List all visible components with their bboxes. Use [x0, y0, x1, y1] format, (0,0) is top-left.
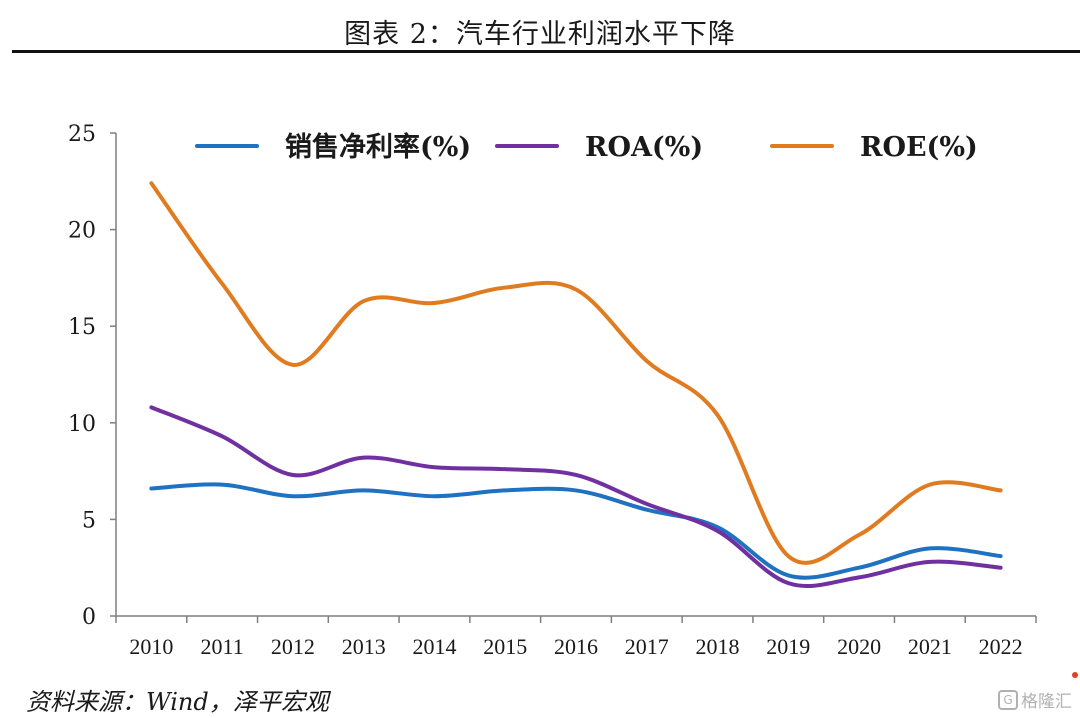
data-point-roe	[857, 533, 861, 537]
x-tick-label: 2015	[483, 634, 527, 659]
data-point-net-margin	[999, 554, 1003, 558]
data-point-roa	[928, 560, 932, 564]
x-tick-label: 2018	[696, 634, 740, 659]
x-tick-label: 2010	[129, 634, 173, 659]
data-point-net-margin	[928, 546, 932, 550]
data-point-roe	[291, 363, 295, 367]
data-point-net-margin	[645, 508, 649, 512]
y-tick-label: 10	[68, 412, 96, 437]
watermark-label: 格隆汇	[1021, 692, 1072, 712]
x-tick-label: 2020	[837, 634, 881, 659]
data-point-roa	[220, 434, 224, 438]
data-point-net-margin	[786, 573, 790, 577]
data-point-net-margin	[574, 488, 578, 492]
data-point-roa	[574, 473, 578, 477]
data-point-net-margin	[149, 486, 153, 490]
legend-label-roe: ROE(%)	[860, 132, 978, 163]
data-point-roa	[999, 566, 1003, 570]
x-tick-label: 2016	[554, 634, 598, 659]
legend-label-net-margin: 销售净利率(%)	[285, 131, 471, 163]
series-line-roa	[149, 405, 1003, 588]
data-point-roa	[432, 465, 436, 469]
data-point-roa	[716, 529, 720, 533]
data-point-net-margin	[503, 488, 507, 492]
x-tick-label: 2013	[342, 634, 386, 659]
data-point-roe	[220, 282, 224, 286]
x-tick-label: 2022	[979, 634, 1023, 659]
data-point-roa	[645, 502, 649, 506]
legend-label-roa: ROA(%)	[585, 132, 703, 163]
x-tick-label: 2011	[201, 634, 244, 659]
data-point-net-margin	[432, 494, 436, 498]
series-line-roe	[149, 181, 1003, 565]
data-point-roe	[149, 181, 153, 185]
data-point-roe	[716, 413, 720, 417]
title-divider	[12, 50, 1080, 53]
y-tick-label: 5	[82, 508, 96, 533]
data-point-roa	[149, 405, 153, 409]
x-tick-label: 2017	[625, 634, 669, 659]
data-point-roe	[432, 301, 436, 305]
data-point-net-margin	[857, 566, 861, 570]
x-tick-label: 2014	[412, 634, 456, 659]
y-tick-label: 15	[68, 315, 96, 340]
data-point-roe	[999, 488, 1003, 492]
data-point-roa	[362, 456, 366, 460]
data-point-roe	[928, 483, 932, 487]
corner-dot	[1072, 672, 1078, 678]
source-note: 资料来源：Wind，泽平宏观	[26, 688, 329, 716]
data-point-roe	[574, 287, 578, 291]
data-point-net-margin	[291, 494, 295, 498]
x-tick-label: 2012	[271, 634, 315, 659]
y-tick-label: 25	[68, 122, 96, 147]
data-point-net-margin	[220, 483, 224, 487]
y-tick-label: 20	[68, 219, 96, 244]
data-point-roe	[503, 286, 507, 290]
data-point-roa	[786, 581, 790, 585]
data-point-roa	[291, 473, 295, 477]
data-point-roe	[362, 299, 366, 303]
page-title: 图表 2：汽车行业利润水平下降	[344, 19, 736, 50]
data-point-roa	[857, 575, 861, 579]
x-tick-label: 2019	[766, 634, 810, 659]
data-point-roe	[786, 554, 790, 558]
y-tick-label: 0	[82, 605, 96, 630]
data-point-roa	[503, 467, 507, 471]
watermark: G 格隆汇	[998, 687, 1072, 712]
data-point-net-margin	[362, 488, 366, 492]
data-point-roe	[645, 359, 649, 363]
gelonghui-logo-icon: G	[998, 689, 1018, 710]
x-tick-label: 2021	[908, 634, 952, 659]
series-line-net-margin	[149, 482, 1003, 580]
